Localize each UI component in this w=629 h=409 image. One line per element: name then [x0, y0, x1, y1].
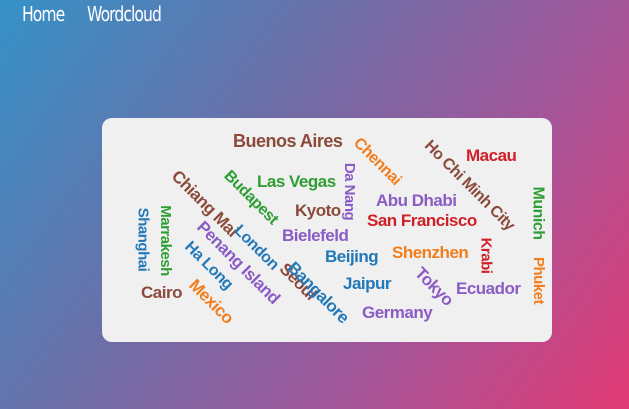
word-san-francisco: San Francisco: [367, 211, 477, 230]
word-las-vegas: Las Vegas: [257, 172, 336, 191]
nav-link-home[interactable]: Home: [22, 2, 65, 26]
word-shanghai: Shanghai: [134, 207, 152, 272]
word-marrakesh: Marrakesh: [156, 205, 174, 276]
word-jaipur: Jaipur: [343, 274, 392, 293]
word-abu-dhabi: Abu Dhabi: [376, 191, 457, 210]
word-bielefeld: Bielefeld: [282, 226, 349, 245]
word-munich: Munich: [529, 186, 547, 240]
nav-link-wordcloud[interactable]: Wordcloud: [87, 2, 162, 26]
word-krabi: Krabi: [477, 237, 495, 274]
wordcloud-card: Buenos Aires Chennai Ho Chi Minh City Ma…: [102, 118, 552, 342]
word-buenos-aires: Buenos Aires: [233, 131, 343, 151]
word-ecuador: Ecuador: [456, 279, 521, 298]
word-shenzhen: Shenzhen: [392, 243, 469, 262]
word-kyoto: Kyoto: [295, 201, 341, 220]
word-beijing: Beijing: [325, 247, 379, 266]
word-macau: Macau: [466, 146, 517, 165]
word-germany: Germany: [362, 303, 433, 322]
word-da-nang: Da Nang: [341, 162, 359, 221]
word-phuket: Phuket: [530, 256, 548, 305]
word-cairo: Cairo: [141, 283, 182, 302]
